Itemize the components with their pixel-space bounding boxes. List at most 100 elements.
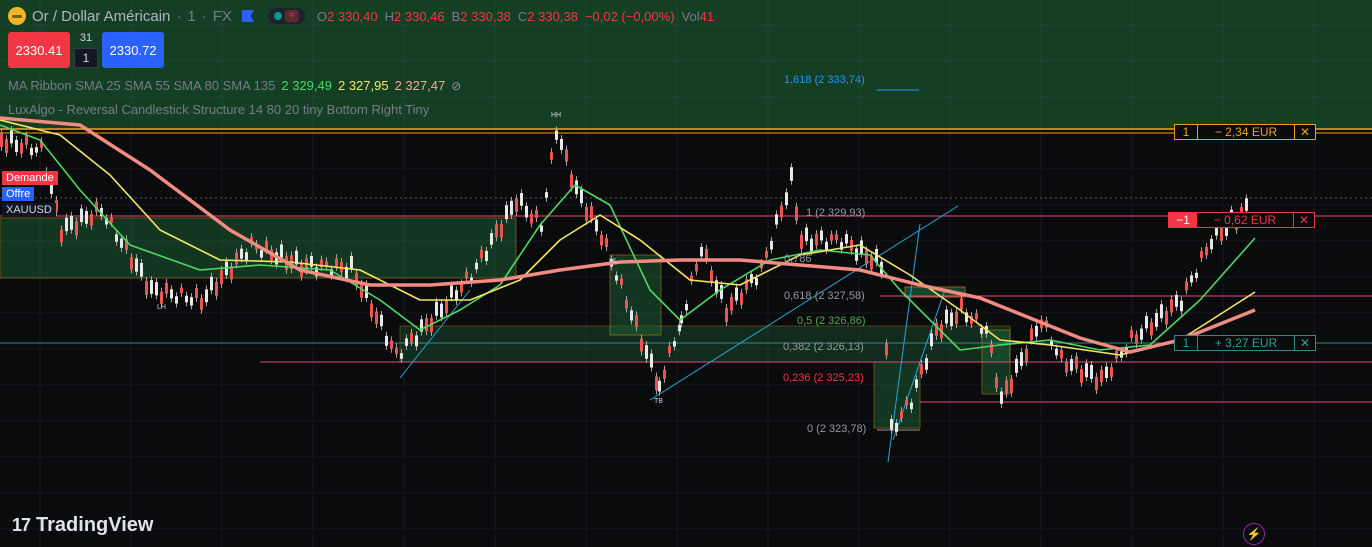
candle-body [870,255,873,270]
candle-body [678,324,681,332]
candle-body [405,338,408,346]
symbol-title[interactable]: Or / Dollar Américain [32,7,171,25]
candle-body [1140,328,1143,340]
order-pnl: − 2,34 EUR [1214,125,1278,139]
candle-body [800,234,803,249]
interval-label[interactable]: 1 [187,7,196,25]
symbol-tag: XAUUSD [2,203,56,217]
candle-body [260,250,263,258]
candle-body [630,310,633,321]
lightning-icon[interactable]: ⚡ [1243,523,1265,545]
buy-button[interactable]: 2330.72 [102,32,164,68]
candle-body [600,234,603,246]
candle-body [455,290,458,301]
candle-body [895,422,898,432]
candle-body [995,376,998,388]
close-order-icon[interactable]: ✕ [1294,125,1315,139]
market-status-pill[interactable]: ≈ [267,8,305,24]
candle-body [700,247,703,257]
ma-ribbon-legend[interactable]: MA Ribbon SMA 25 SMA 55 SMA 80 SMA 135 2… [8,78,461,93]
candle-body [1105,366,1108,378]
candle-body [190,297,193,306]
candle-body [440,303,443,318]
order-line-tag-2[interactable]: −1 − 0,62 EUR ✕ [1168,212,1315,228]
candle-body [1210,238,1213,250]
candle-body [10,130,13,144]
trend-line [399,289,471,379]
separator-dot: · [201,7,207,25]
candle-body [650,353,653,368]
candle-body [125,239,128,251]
candle-body [1180,300,1183,312]
candle-body [110,217,113,223]
candle-body [1150,322,1153,336]
hidden-eye-icon[interactable]: ⊘ [451,78,462,93]
candle-body [830,234,833,241]
candle-body [330,269,333,276]
candle-body [1025,348,1028,362]
candle-body [590,206,593,220]
candle-body [735,287,738,301]
supply-zone-top [0,0,1372,130]
candle-body [235,252,238,265]
candle-body [965,312,968,323]
candle-body [955,311,958,325]
order-qty: 1 [1175,125,1198,139]
candle-body [935,322,938,336]
pivot-label-hl: HL [609,258,618,265]
candle-body [960,298,963,310]
order-line-tag-1[interactable]: 1 − 2,34 EUR ✕ [1174,124,1316,140]
spread-box: 31 1 [74,32,98,68]
ask-tag: Demande [2,171,58,185]
ma-ribbon-title: MA Ribbon SMA 25 SMA 55 SMA 80 SMA 135 [8,78,276,93]
candle-body [950,312,953,327]
candle-body [605,238,608,248]
candle-body [420,319,423,332]
candle-body [535,209,538,219]
candle-body [1165,310,1168,325]
candle-body [370,303,373,318]
candle-body [1005,380,1008,394]
candle-body [570,174,573,188]
candle-body [790,167,793,181]
fib-level-0236: 0,236 (2 325,23) [783,372,864,384]
tradingview-logo[interactable]: 17 TradingView [12,514,153,537]
luxalgo-legend[interactable]: LuxAlgo - Reversal Candlestick Structure… [8,102,429,117]
order-line-tag-3[interactable]: 1 + 3,27 EUR ✕ [1174,335,1316,351]
quantity-input[interactable]: 1 [74,48,98,68]
candle-body [565,149,568,162]
candle-body [100,207,103,217]
candle-body [1155,313,1158,327]
market-open-dot-icon [273,12,282,20]
candle-body [35,147,38,153]
candle-body [595,219,598,232]
flag-icon[interactable] [241,10,254,22]
open-label: O [316,8,328,24]
candle-body [410,332,413,343]
candle-body [560,138,563,150]
candle-body [645,345,648,359]
candle-body [200,298,203,310]
candle-body [695,263,698,272]
close-order-icon[interactable]: ✕ [1293,213,1314,227]
candle-body [1095,376,1098,391]
candle-body [920,363,923,375]
candle-body [70,215,73,230]
low-label: B [451,8,461,24]
close-order-icon[interactable]: ✕ [1294,336,1315,350]
candle-body [1020,352,1023,366]
fib-level-0618: 0,618 (2 327,58) [784,290,865,302]
sell-button[interactable]: 2330.41 [8,32,70,68]
candle-body [1035,325,1038,337]
candle-body [85,211,88,224]
candle-body [545,192,548,198]
candle-body [335,258,338,267]
candle-body [825,241,828,250]
candle-body [795,206,798,221]
ohlc-readout: O2 330,40 H2 330,46 B2 330,38 C2 330,38 … [317,9,714,24]
candle-body [540,225,543,232]
candle-body [1245,198,1248,211]
candle-body [730,296,733,311]
